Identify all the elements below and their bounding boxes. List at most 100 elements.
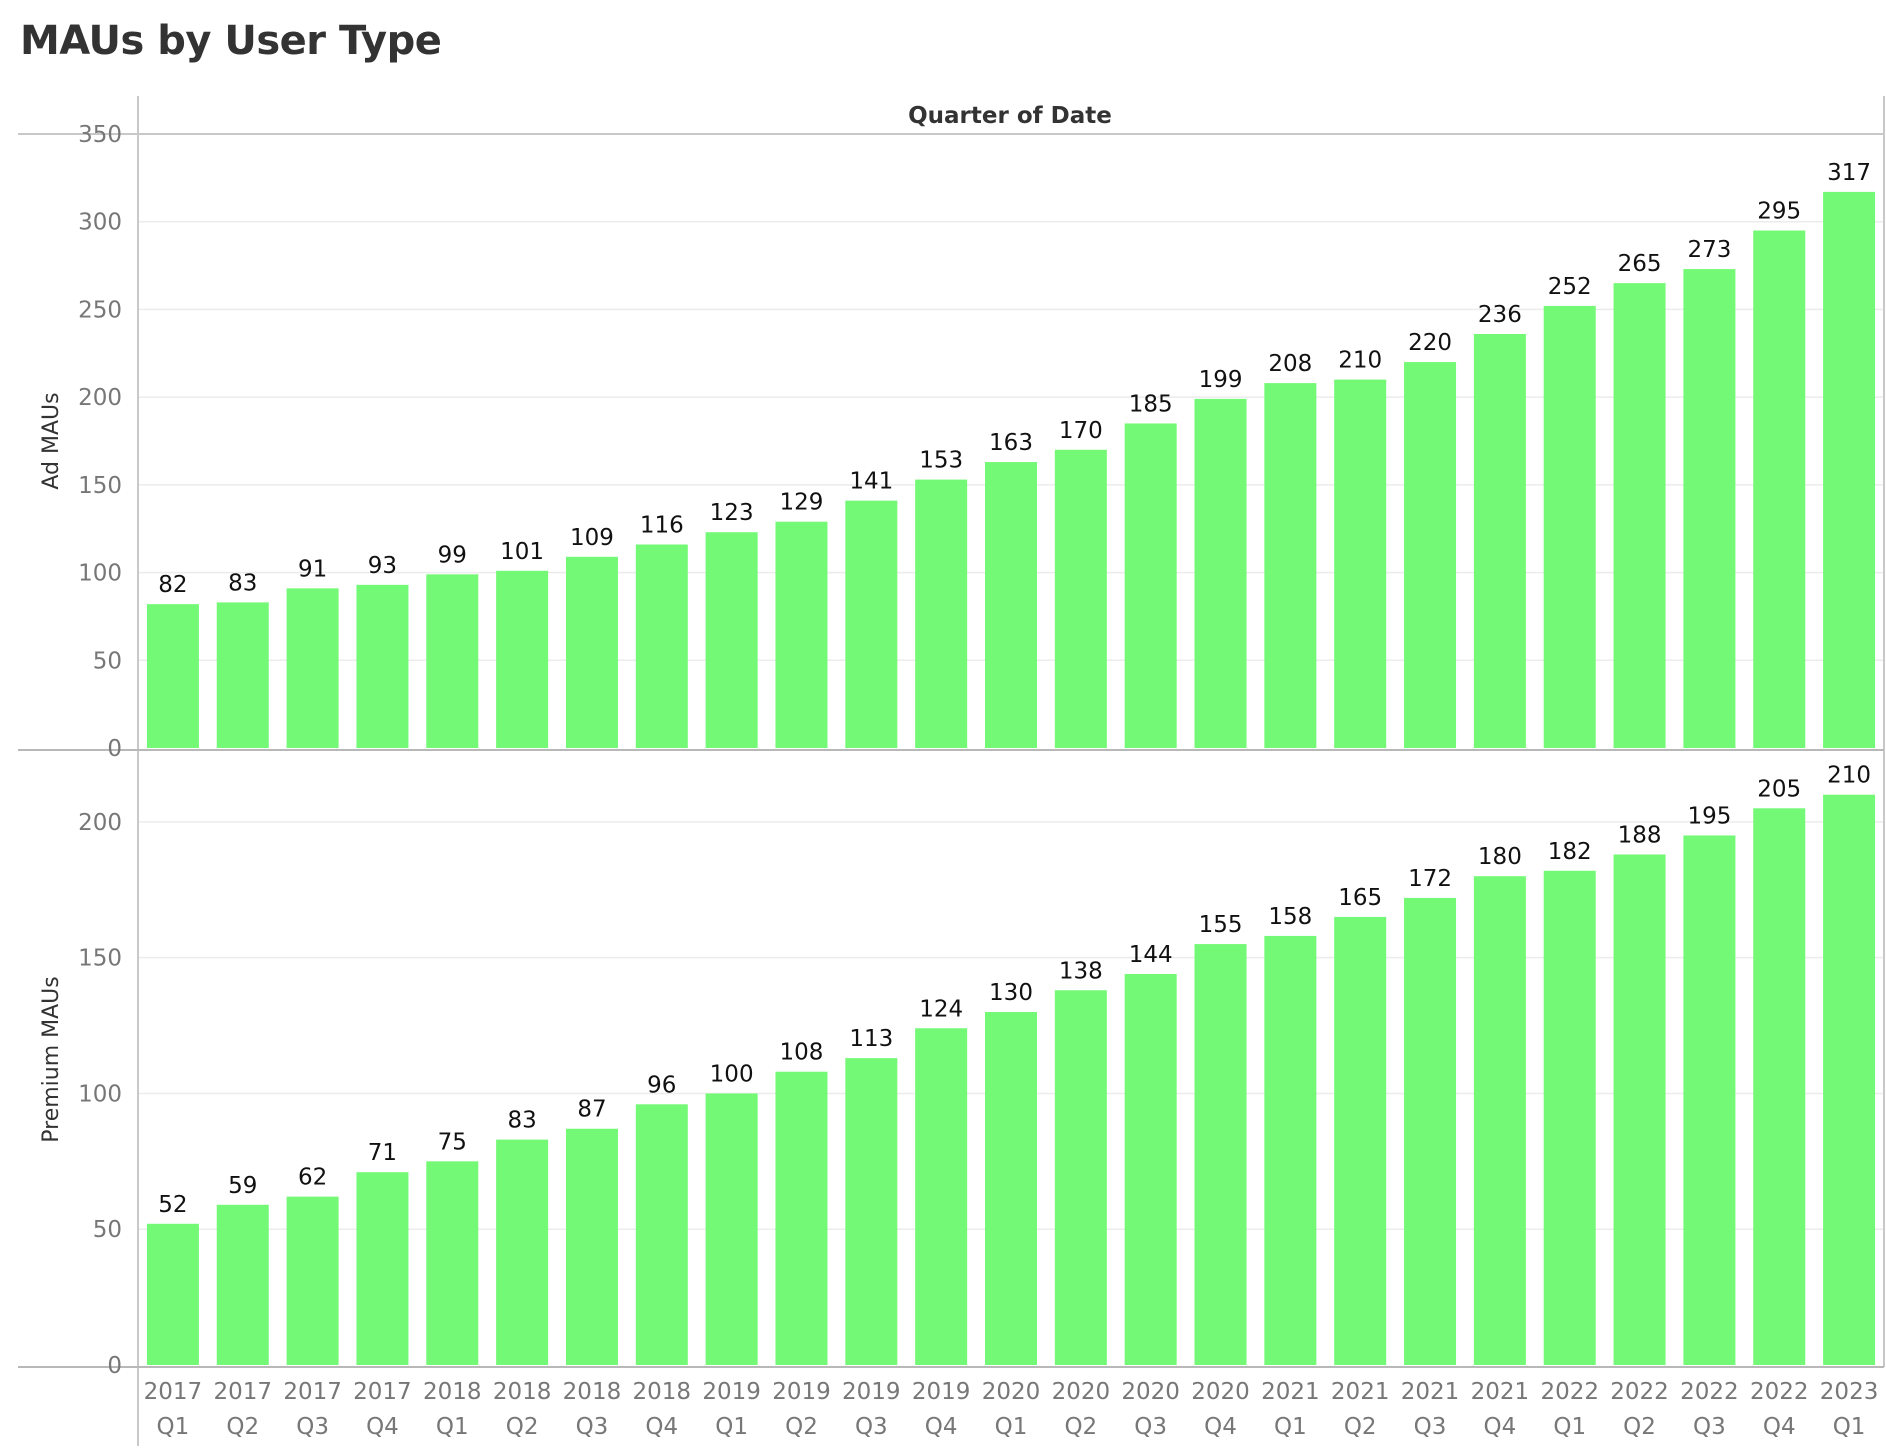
y-tick-label: 100 (78, 1081, 122, 1107)
bar (565, 1128, 618, 1365)
bar (426, 574, 479, 748)
data-label: 129 (780, 490, 824, 516)
bar (845, 500, 898, 748)
x-tick-year: 2018 (493, 1379, 552, 1405)
bar (146, 604, 199, 748)
x-tick-quarter: Q1 (715, 1414, 748, 1440)
data-label: 93 (368, 553, 397, 579)
x-tick-quarter: Q2 (506, 1414, 539, 1440)
data-label: 71 (368, 1140, 397, 1166)
bar (1753, 230, 1806, 748)
bar (1543, 305, 1596, 748)
bar (1124, 973, 1177, 1365)
data-label: 210 (1827, 763, 1871, 789)
data-label: 236 (1478, 302, 1522, 328)
bar (1054, 449, 1107, 748)
bar (915, 479, 968, 748)
y-tick-label: 150 (78, 473, 122, 499)
bar (1054, 990, 1107, 1365)
bar (1683, 835, 1736, 1365)
data-label: 141 (849, 469, 893, 495)
x-tick-quarter: Q4 (366, 1414, 399, 1440)
x-tick-quarter: Q4 (645, 1414, 678, 1440)
x-tick-year: 2019 (912, 1379, 971, 1405)
bar (775, 521, 828, 748)
x-tick-year: 2017 (353, 1379, 412, 1405)
bar (705, 532, 758, 748)
y-tick-label: 200 (78, 810, 122, 836)
data-label: 87 (577, 1097, 606, 1123)
bar (1124, 423, 1177, 748)
y-axis-title: Premium MAUs (39, 976, 64, 1142)
bar (356, 1172, 409, 1365)
axes: 0 50 100 150 200 250 300 350 Ad MAUs 0 50 100 150 200… (39, 122, 1878, 1440)
bar (216, 1204, 269, 1365)
data-label: 96 (647, 1072, 676, 1098)
data-label: 83 (507, 1108, 536, 1134)
data-label: 172 (1408, 866, 1452, 892)
data-label: 52 (158, 1192, 187, 1218)
data-label: 113 (849, 1026, 893, 1052)
data-label: 124 (919, 996, 963, 1022)
y-tick-label: 150 (78, 946, 122, 972)
bar (426, 1161, 479, 1365)
data-label: 153 (919, 448, 963, 474)
x-tick-year: 2020 (1191, 1379, 1250, 1405)
x-tick-year: 2022 (1540, 1379, 1599, 1405)
x-tick-year: 2023 (1820, 1379, 1879, 1405)
data-label: 163 (989, 430, 1033, 456)
bar (1473, 333, 1526, 748)
bar (985, 462, 1037, 748)
bar (1823, 794, 1876, 1365)
data-label: 182 (1548, 839, 1592, 865)
y-tick-label: 250 (78, 297, 122, 323)
x-tick-year: 2019 (842, 1379, 901, 1405)
y-tick-label: 350 (78, 122, 122, 148)
column-header: Quarter of Date (908, 103, 1112, 129)
bar (496, 570, 549, 748)
x-tick-year: 2018 (563, 1379, 622, 1405)
x-tick-year: 2017 (144, 1379, 203, 1405)
x-tick-year: 2021 (1261, 1379, 1320, 1405)
data-label: 116 (640, 513, 684, 539)
x-tick-quarter: Q1 (1553, 1414, 1586, 1440)
x-tick-quarter: Q2 (1064, 1414, 1097, 1440)
data-label: 108 (780, 1040, 824, 1066)
x-tick-year: 2022 (1610, 1379, 1669, 1405)
data-label: 109 (570, 525, 614, 551)
x-tick-year: 2019 (772, 1379, 831, 1405)
y-tick-label: 300 (78, 210, 122, 236)
y-axis-title: Ad MAUs (39, 392, 64, 489)
bar (1334, 916, 1387, 1365)
bar (635, 544, 688, 748)
bar (1613, 854, 1666, 1365)
x-tick-quarter: Q1 (1274, 1414, 1307, 1440)
y-tick-label: 50 (93, 1217, 122, 1243)
bar (845, 1058, 898, 1365)
data-label: 188 (1618, 822, 1662, 848)
bar (1543, 870, 1596, 1365)
data-label: 101 (500, 539, 544, 565)
bar (565, 556, 618, 748)
data-label: 252 (1548, 274, 1592, 300)
data-label: 130 (989, 980, 1033, 1006)
x-tick-year: 2022 (1680, 1379, 1739, 1405)
x-tick-quarter: Q4 (1484, 1414, 1517, 1440)
chart-frame (18, 96, 1885, 1446)
bar (1194, 398, 1247, 748)
x-tick-year: 2020 (982, 1379, 1041, 1405)
x-tick-quarter: Q1 (157, 1414, 190, 1440)
bar (1753, 808, 1806, 1365)
x-tick-quarter: Q3 (1414, 1414, 1447, 1440)
data-label: 185 (1129, 391, 1173, 417)
x-tick-year: 2020 (1121, 1379, 1180, 1405)
data-label: 138 (1059, 958, 1103, 984)
data-label: 155 (1199, 912, 1243, 938)
data-label: 82 (158, 572, 187, 598)
bar (1683, 269, 1736, 748)
x-tick-quarter: Q2 (1344, 1414, 1377, 1440)
bar (705, 1093, 758, 1365)
bar (985, 1011, 1037, 1365)
data-label: 91 (298, 556, 327, 582)
